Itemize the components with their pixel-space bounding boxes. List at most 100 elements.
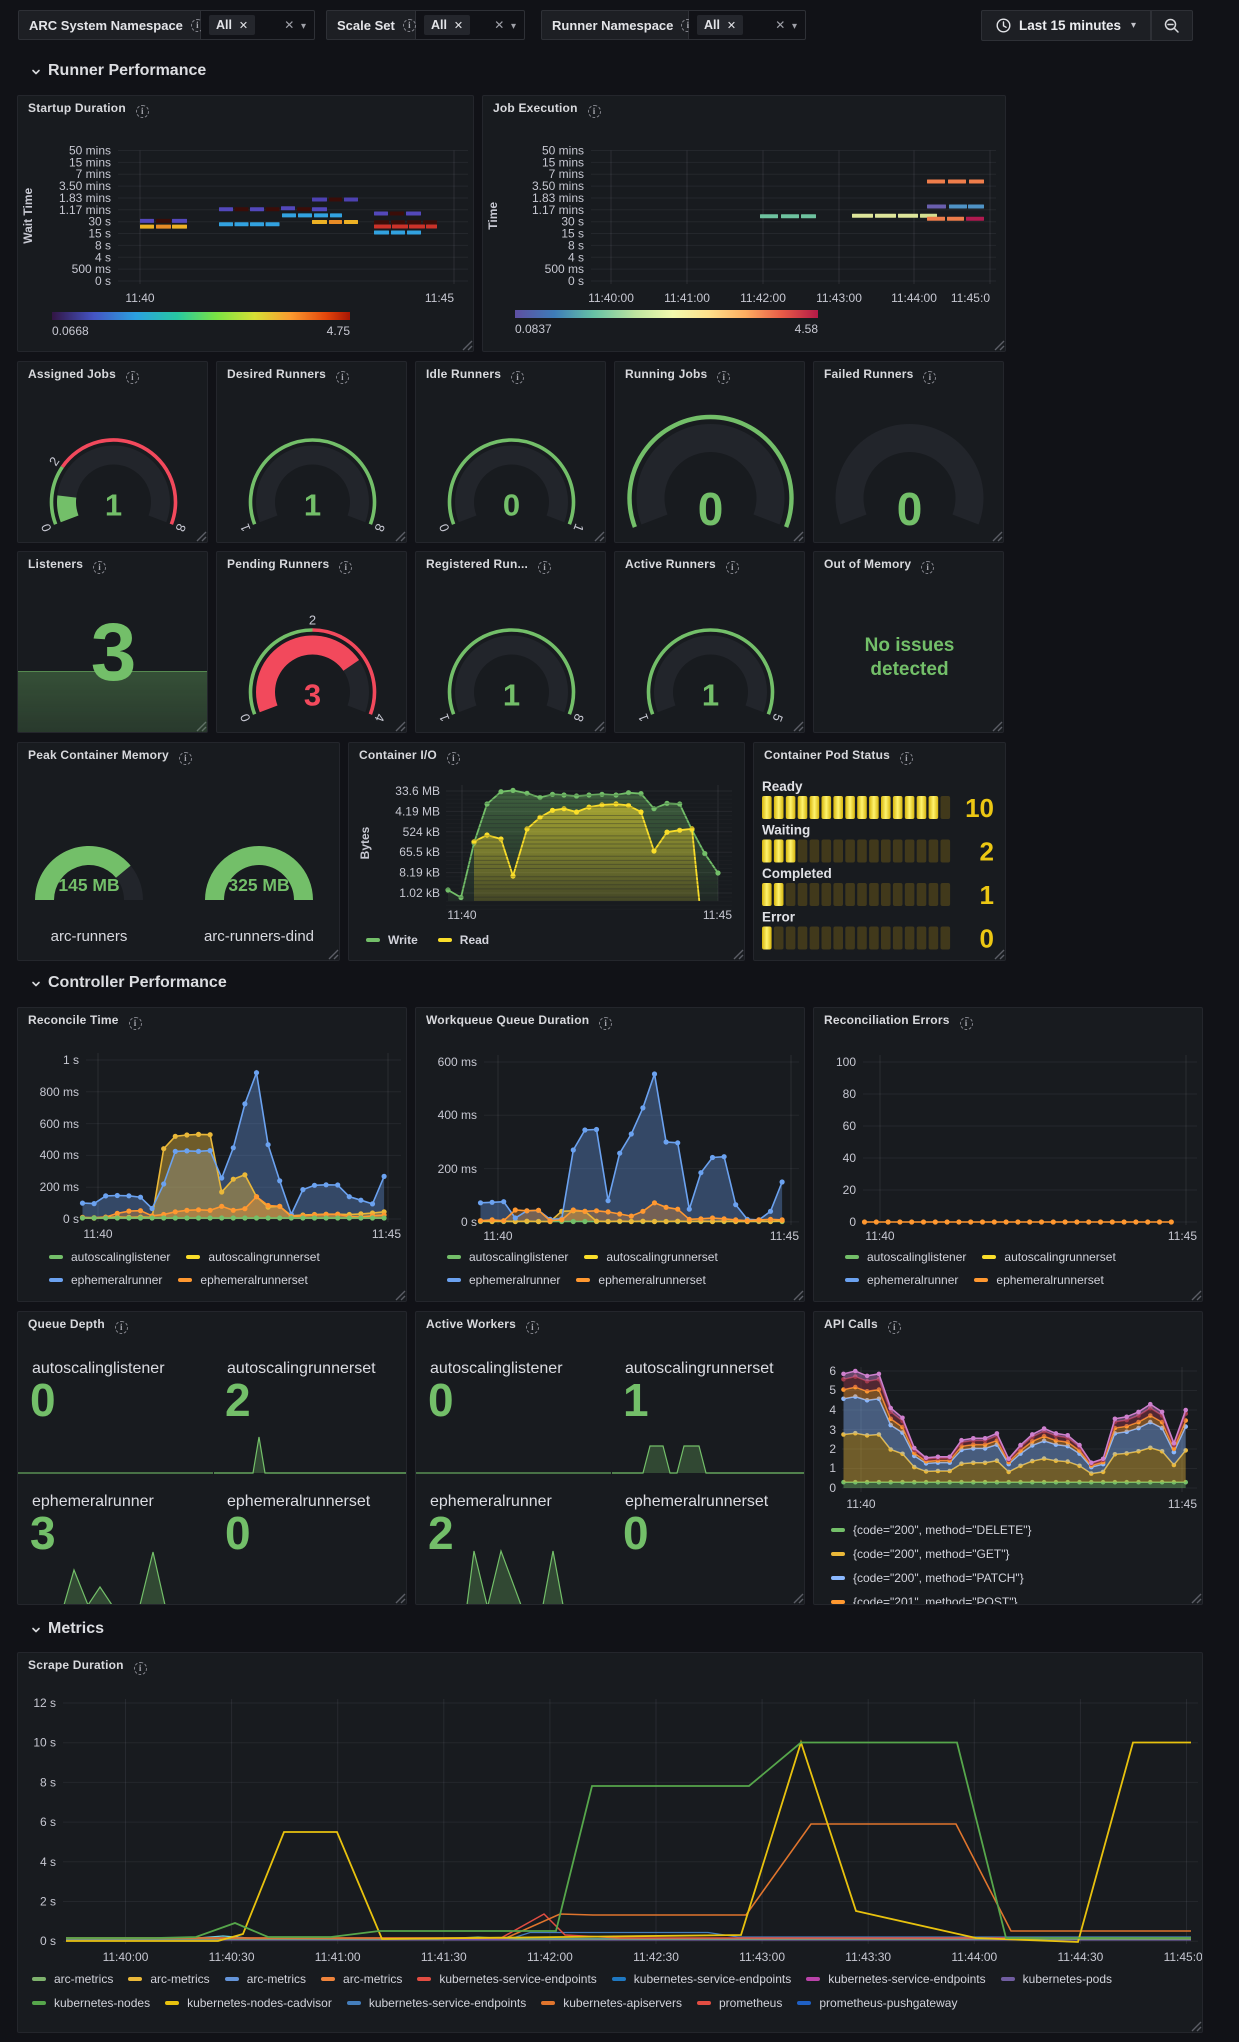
svg-text:11:45:00: 11:45:00 xyxy=(1164,1950,1203,1964)
svg-text:2: 2 xyxy=(46,454,62,468)
svg-text:8 s: 8 s xyxy=(40,1775,56,1789)
svg-text:1: 1 xyxy=(237,522,254,534)
svg-text:Error: Error xyxy=(762,910,796,925)
svg-text:800 ms: 800 ms xyxy=(40,1085,79,1099)
svg-text:145 MB: 145 MB xyxy=(58,875,119,895)
svg-text:11:45: 11:45 xyxy=(770,1229,799,1243)
svg-text:2: 2 xyxy=(309,612,316,627)
svg-text:8: 8 xyxy=(371,522,388,534)
svg-text:11:40: 11:40 xyxy=(447,908,476,922)
svg-text:1.17 mins: 1.17 mins xyxy=(532,203,584,217)
svg-text:4: 4 xyxy=(371,712,388,724)
svg-text:0: 0 xyxy=(503,488,520,523)
svg-text:4 s: 4 s xyxy=(95,250,111,264)
svg-text:Time: Time xyxy=(486,202,500,230)
svg-text:0: 0 xyxy=(237,712,254,724)
svg-text:200 ms: 200 ms xyxy=(438,1162,477,1176)
svg-text:524 kB: 524 kB xyxy=(403,825,440,839)
svg-text:80: 80 xyxy=(843,1087,857,1101)
svg-text:11:43:00: 11:43:00 xyxy=(739,1950,785,1964)
svg-text:0.0668: 0.0668 xyxy=(52,324,89,338)
svg-text:11:42:00: 11:42:00 xyxy=(740,291,786,305)
svg-text:6 s: 6 s xyxy=(40,1815,56,1829)
svg-text:11:44:00: 11:44:00 xyxy=(951,1950,997,1964)
svg-text:1.83 mins: 1.83 mins xyxy=(532,191,584,205)
svg-text:11:45: 11:45 xyxy=(703,908,732,922)
svg-text:500 ms: 500 ms xyxy=(72,262,111,276)
svg-text:0: 0 xyxy=(897,483,923,535)
svg-text:7 mins: 7 mins xyxy=(549,167,584,181)
svg-text:11:44:00: 11:44:00 xyxy=(891,291,937,305)
svg-text:11:43:30: 11:43:30 xyxy=(845,1950,891,1964)
svg-text:1: 1 xyxy=(635,712,652,724)
svg-text:11:43:00: 11:43:00 xyxy=(816,291,862,305)
svg-text:11:40: 11:40 xyxy=(865,1229,894,1243)
svg-text:0 s: 0 s xyxy=(95,274,111,288)
svg-text:1.02 kB: 1.02 kB xyxy=(399,886,440,900)
svg-text:Ready: Ready xyxy=(762,779,803,794)
svg-text:11:42:00: 11:42:00 xyxy=(527,1950,573,1964)
svg-text:0 s: 0 s xyxy=(40,1934,56,1948)
svg-text:10: 10 xyxy=(965,793,994,823)
svg-text:60: 60 xyxy=(843,1119,857,1133)
svg-text:4.75: 4.75 xyxy=(327,324,351,338)
svg-text:12 s: 12 s xyxy=(33,1696,56,1710)
svg-text:7 mins: 7 mins xyxy=(76,167,111,181)
svg-text:15 s: 15 s xyxy=(561,227,584,241)
svg-text:0 s: 0 s xyxy=(63,1212,79,1226)
svg-text:0.0837: 0.0837 xyxy=(515,322,552,336)
svg-text:1: 1 xyxy=(980,880,994,910)
svg-text:3: 3 xyxy=(829,1423,836,1437)
svg-text:8 s: 8 s xyxy=(95,238,111,252)
svg-text:1 s: 1 s xyxy=(63,1053,79,1067)
svg-text:0: 0 xyxy=(829,1481,836,1495)
svg-text:3.50 mins: 3.50 mins xyxy=(532,179,584,193)
svg-text:arc-runners: arc-runners xyxy=(51,928,128,945)
svg-text:0: 0 xyxy=(436,522,453,534)
svg-text:500 ms: 500 ms xyxy=(545,262,584,276)
svg-text:6: 6 xyxy=(829,1364,836,1378)
svg-text:1.17 mins: 1.17 mins xyxy=(59,203,111,217)
svg-text:1: 1 xyxy=(503,678,520,713)
svg-text:11:41:00: 11:41:00 xyxy=(315,1950,361,1964)
svg-text:11:40:30: 11:40:30 xyxy=(209,1950,255,1964)
svg-text:11:41:30: 11:41:30 xyxy=(421,1950,467,1964)
svg-text:11:40:00: 11:40:00 xyxy=(588,291,634,305)
svg-text:11:44:30: 11:44:30 xyxy=(1057,1950,1103,1964)
svg-text:11:45: 11:45 xyxy=(425,291,454,305)
svg-text:4 s: 4 s xyxy=(568,250,584,264)
svg-text:200 ms: 200 ms xyxy=(40,1180,79,1194)
svg-text:0: 0 xyxy=(38,522,55,534)
svg-text:4.58: 4.58 xyxy=(795,322,819,336)
svg-text:2: 2 xyxy=(980,837,994,867)
svg-text:0: 0 xyxy=(849,1215,856,1229)
svg-text:Completed: Completed xyxy=(762,866,832,881)
svg-text:400 ms: 400 ms xyxy=(40,1148,79,1162)
svg-text:30 s: 30 s xyxy=(88,215,111,229)
svg-text:Waiting: Waiting xyxy=(762,823,810,838)
svg-text:65.5 kB: 65.5 kB xyxy=(399,845,440,859)
svg-text:11:45: 11:45 xyxy=(1168,1229,1197,1243)
svg-text:11:45:0: 11:45:0 xyxy=(951,291,990,305)
svg-text:15 mins: 15 mins xyxy=(69,155,111,169)
svg-text:3: 3 xyxy=(304,678,321,713)
svg-text:4: 4 xyxy=(829,1403,836,1417)
svg-text:0 s: 0 s xyxy=(568,274,584,288)
svg-text:11:40: 11:40 xyxy=(483,1229,512,1243)
svg-text:8: 8 xyxy=(172,522,189,534)
svg-text:11:41:00: 11:41:00 xyxy=(664,291,710,305)
svg-text:0: 0 xyxy=(698,483,724,535)
svg-text:40: 40 xyxy=(843,1151,857,1165)
svg-text:100: 100 xyxy=(836,1055,856,1069)
svg-text:33.6 MB: 33.6 MB xyxy=(395,784,440,798)
svg-text:15 mins: 15 mins xyxy=(542,155,584,169)
svg-text:Wait Time: Wait Time xyxy=(21,187,35,243)
svg-text:11:40:00: 11:40:00 xyxy=(103,1950,149,1964)
svg-text:4 s: 4 s xyxy=(40,1855,56,1869)
svg-text:600 ms: 600 ms xyxy=(40,1117,79,1131)
svg-text:Bytes: Bytes xyxy=(358,826,372,859)
svg-text:11:40: 11:40 xyxy=(83,1227,112,1241)
svg-text:3.50 mins: 3.50 mins xyxy=(59,179,111,193)
svg-text:0 s: 0 s xyxy=(461,1215,477,1229)
svg-text:15 s: 15 s xyxy=(88,227,111,241)
